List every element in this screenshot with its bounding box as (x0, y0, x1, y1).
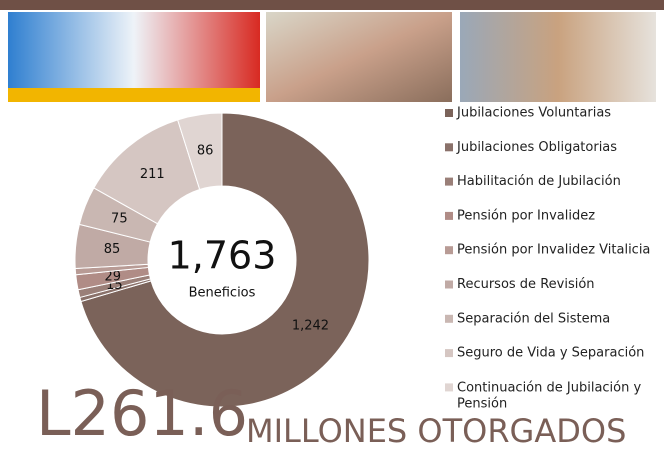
photo (460, 12, 656, 102)
legend-label: Pensión por Invalidez Vitalicia (457, 243, 650, 258)
photo (266, 12, 452, 102)
legend-swatch (445, 178, 453, 186)
photo (8, 88, 260, 102)
headline-text: MILLONES OTORGADOS (246, 412, 626, 450)
data-label: 85 (104, 242, 121, 257)
data-label: 1,242 (292, 319, 329, 334)
legend: Jubilaciones Voluntarias Jubilaciones Obl… (445, 106, 650, 411)
headline-amount: L261.6 (36, 377, 248, 450)
legend-label: Jubilaciones Obligatorias (456, 140, 617, 155)
chart: 1,2421529857521186 1,763 Beneficios Jubi… (0, 0, 664, 459)
legend-label-line: Pensión (457, 396, 507, 411)
legend-label: Habilitación de Jubilación (457, 174, 621, 189)
legend-label: Jubilaciones Voluntarias (456, 106, 611, 121)
legend-swatch (445, 383, 453, 391)
legend-swatch (445, 212, 453, 220)
legend-swatch (445, 143, 453, 151)
legend-label: Separación del Sistema (457, 311, 610, 326)
data-label: 75 (111, 212, 128, 227)
data-label: 211 (140, 167, 165, 182)
center-total: 1,763 (168, 234, 277, 278)
legend-label: Recursos de Revisión (457, 277, 595, 292)
legend-label: Pensión por Invalidez (457, 208, 595, 223)
legend-swatch (445, 246, 453, 254)
legend-label: Seguro de Vida y Separación (457, 346, 644, 361)
legend-swatch (445, 281, 453, 289)
legend-swatch (445, 349, 453, 357)
top-band (0, 0, 664, 10)
legend-label-line: Continuación de Jubilación y (457, 380, 641, 395)
center-subtitle: Beneficios (189, 286, 256, 301)
data-label: 86 (197, 143, 214, 158)
legend-swatch (445, 315, 453, 323)
legend-swatch (445, 109, 453, 117)
